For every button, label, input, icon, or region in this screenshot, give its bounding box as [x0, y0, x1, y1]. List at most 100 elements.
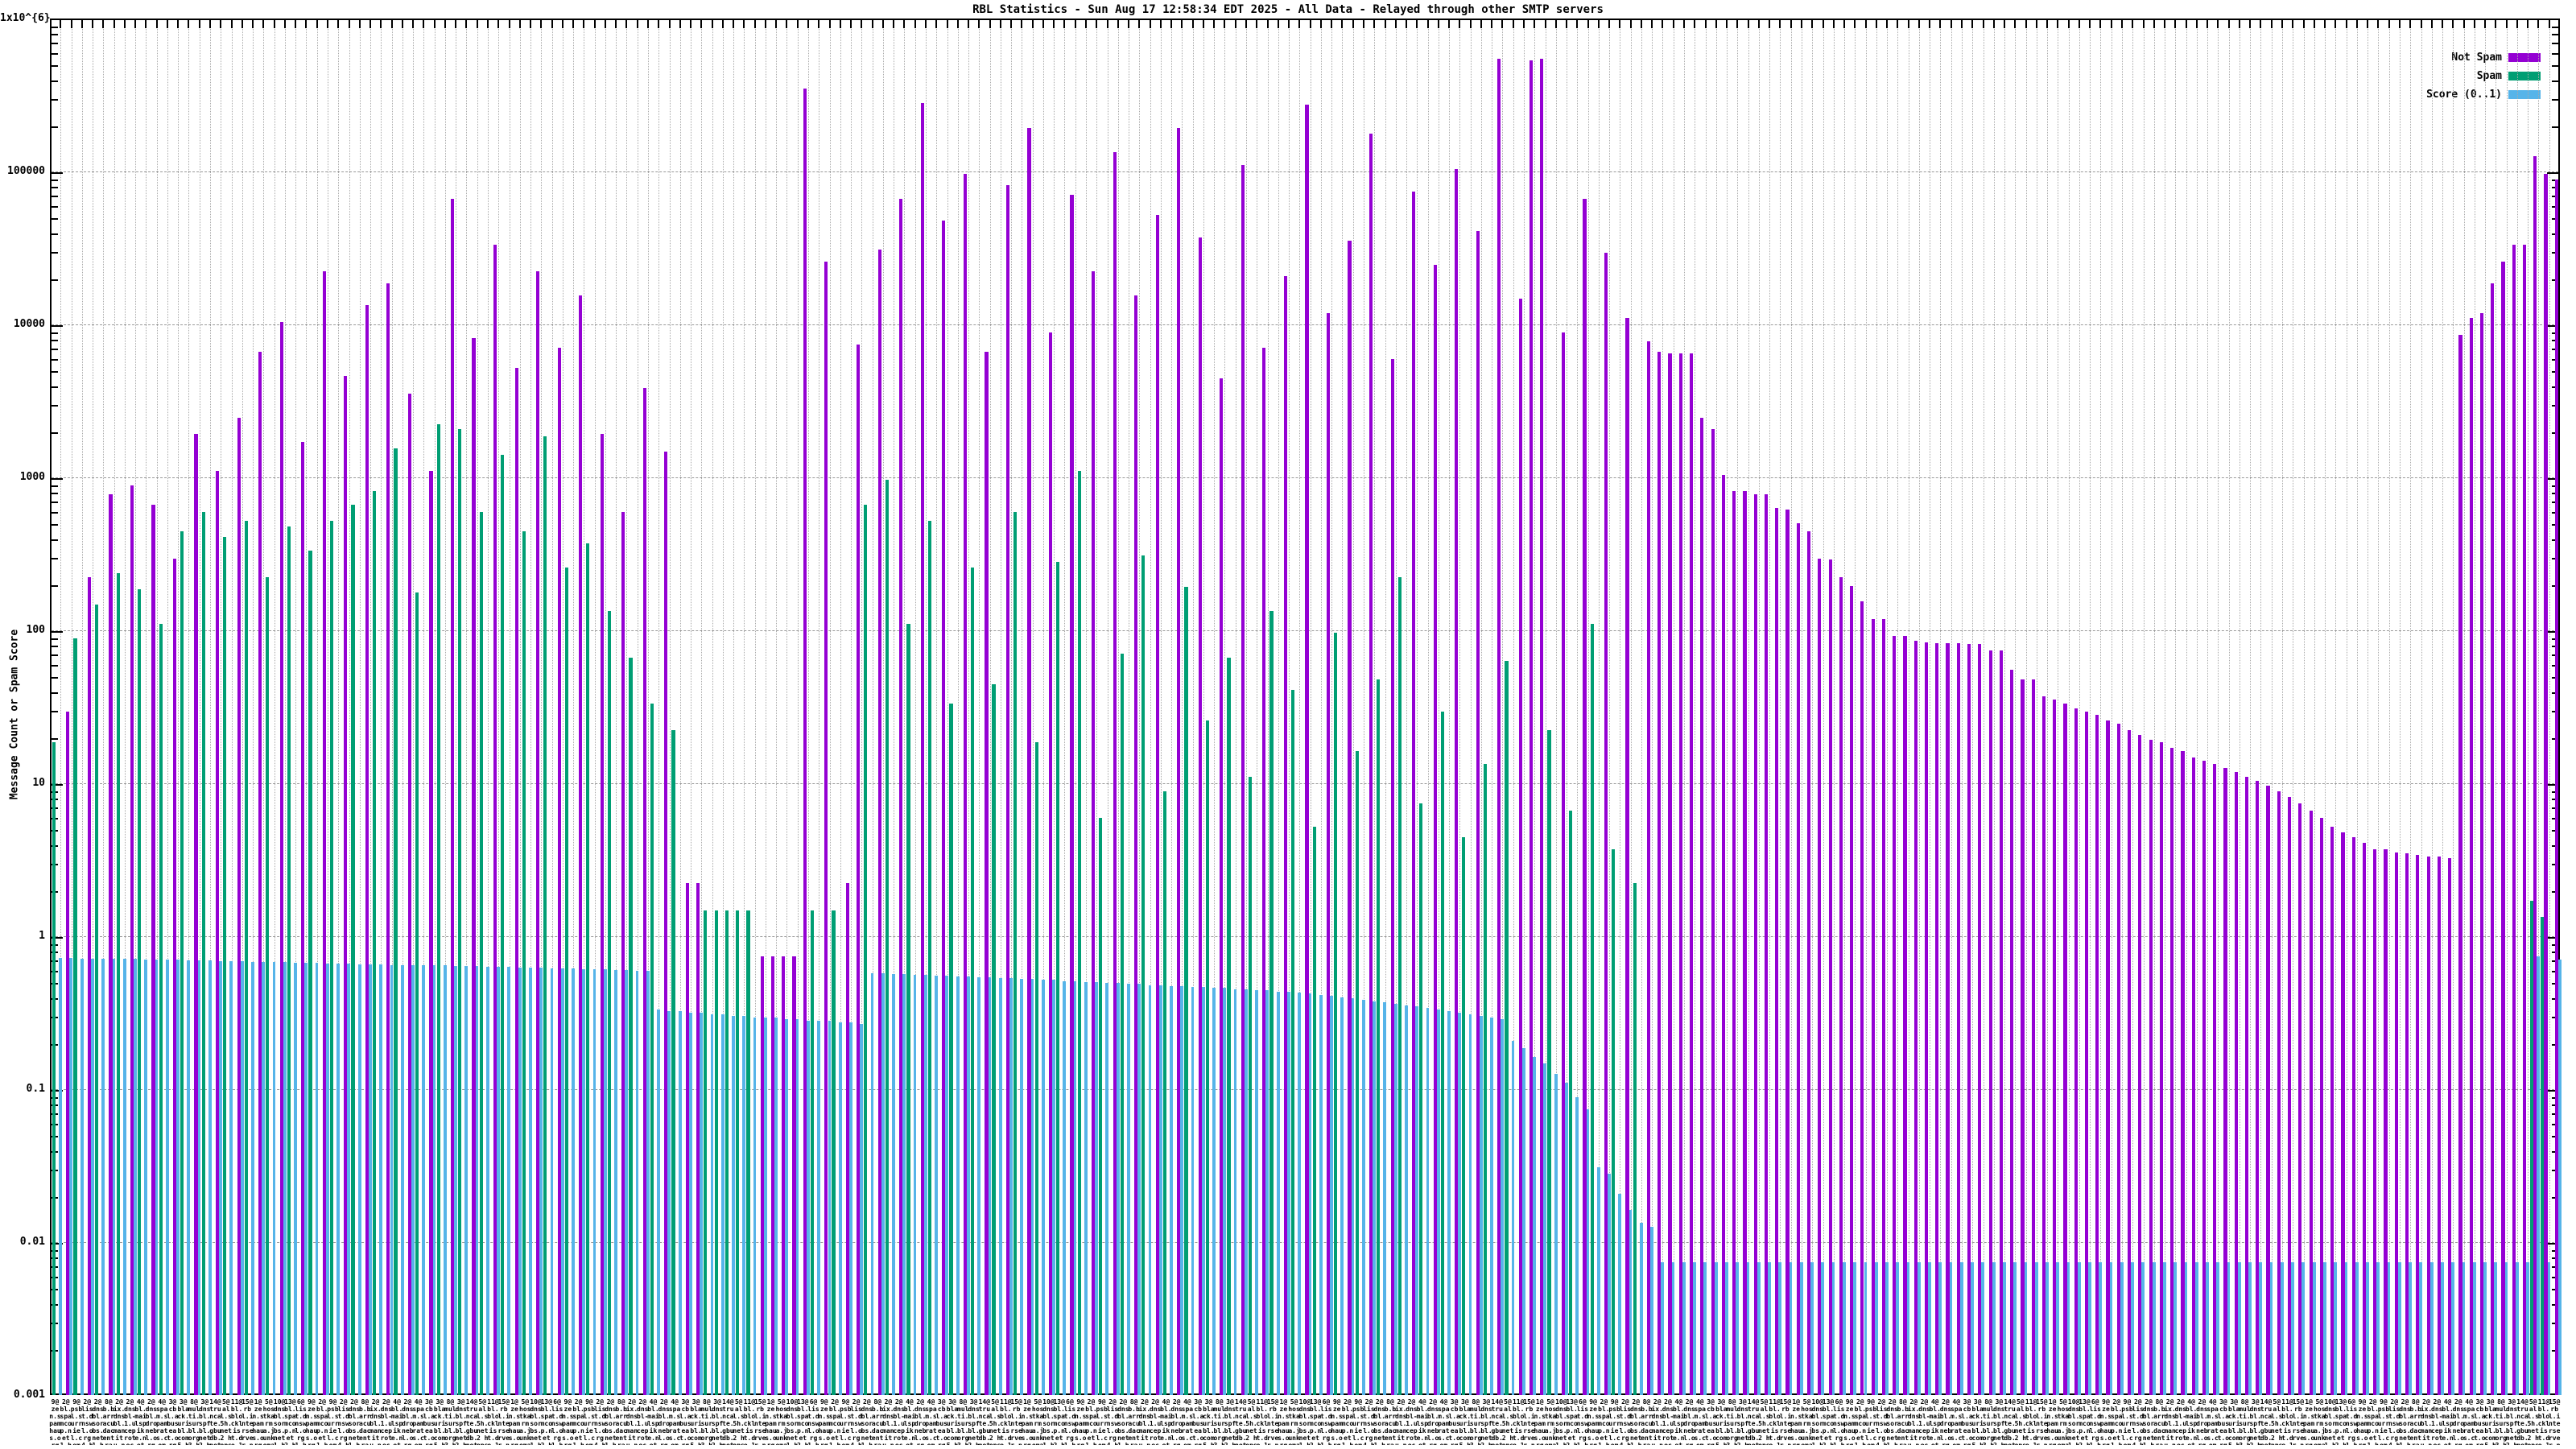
gridline-v	[1374, 20, 1376, 1393]
bar-spam	[1141, 555, 1146, 1395]
gridline-v	[2271, 20, 2273, 1393]
bar-notspam	[1220, 378, 1224, 1395]
x-tick-top	[903, 20, 906, 28]
gridline-v	[1897, 20, 1899, 1393]
x-tick-top	[721, 20, 724, 28]
bar-notspam	[2202, 761, 2207, 1395]
bar-notspam	[1860, 601, 1864, 1395]
bar-score	[112, 959, 116, 1395]
bar-notspam	[1646, 341, 1651, 1395]
bar-notspam	[1978, 644, 1982, 1395]
x-tick-top	[1096, 20, 1098, 28]
bar-notspam	[642, 387, 646, 1395]
bar-score	[1768, 1262, 1771, 1395]
x-tick-label: 2@ dnsbl.sorbs.net 1 hop	[2142, 1398, 2155, 1445]
x-tick-label: 13@ bl.spamcop.net 2 hops	[1053, 1398, 1065, 1445]
bar-score	[753, 1017, 757, 1395]
bar-score	[507, 967, 511, 1395]
bar-notspam	[2084, 711, 2089, 1395]
y-tick-minor-left	[52, 233, 58, 235]
bar-notspam	[2256, 781, 2260, 1395]
gridline-v	[925, 20, 927, 1393]
x-tick-top	[935, 20, 938, 28]
bar-score	[1511, 1041, 1515, 1395]
bar-notspam	[2448, 857, 2452, 1395]
gridline-v	[2122, 20, 2123, 1393]
bar-score	[849, 1022, 852, 1395]
bar-spam	[138, 589, 142, 1395]
x-tick-label: 2@ ix.dnsbl.manitu.net 1 hop	[2164, 1398, 2176, 1445]
bar-spam	[1034, 742, 1038, 1395]
bar-notspam	[985, 351, 989, 1395]
x-tick-label: 5@ all.s5h.net 2 hops	[2014, 1398, 2027, 1445]
bar-score	[1565, 1082, 1568, 1395]
x-tick-top	[1117, 20, 1119, 28]
gridline-v	[1011, 20, 1013, 1393]
x-tick-label: 5@ hostkarma.junkemailfilter.com 2 hops	[2057, 1398, 2070, 1445]
x-tick-top	[818, 20, 820, 28]
bar-notspam	[2138, 735, 2142, 1395]
gridline-v	[1769, 20, 1771, 1393]
x-tick-top	[1277, 20, 1279, 28]
bar-score	[1928, 1262, 1931, 1395]
bar-score	[134, 959, 137, 1395]
gridline-v	[1993, 20, 1995, 1393]
gridline-v	[2260, 20, 2262, 1393]
x-tick-top	[711, 20, 713, 28]
x-tick-label: 4@ spam.spamrats.com 1 hop	[155, 1398, 168, 1445]
bar-score	[2440, 1262, 2444, 1395]
bar-spam	[1077, 470, 1081, 1395]
x-tick-label: 9@ zen.spamhaus.org 2 hops	[49, 1398, 61, 1445]
x-tick-top	[518, 20, 521, 28]
x-tick-label: 15@ rbl.interserver.net 3 hops	[2292, 1398, 2305, 1445]
x-tick-top	[1288, 20, 1290, 28]
bar-notspam	[2394, 852, 2398, 1395]
x-tick-top	[2174, 20, 2177, 28]
y-tick-minor-right	[2552, 53, 2558, 56]
x-tick-top	[1501, 20, 1504, 28]
bar-notspam	[301, 442, 305, 1395]
bar-score	[2472, 1262, 2476, 1395]
x-tick-label: 8@ multi.surbl.org 3 hops	[700, 1398, 713, 1445]
x-tick-top	[1362, 20, 1364, 28]
x-tick-label: 14@ truncate.gbudb.net 1 hop	[209, 1398, 221, 1445]
x-tick-label: 4@ bl.mailspike.net 3 hops	[647, 1398, 659, 1445]
bar-notspam	[2116, 724, 2120, 1395]
bar-score	[838, 1022, 842, 1395]
bar-notspam	[493, 244, 497, 1395]
x-tick-top	[2164, 20, 2166, 28]
gridline-v	[1534, 20, 1536, 1393]
x-tick-top	[1373, 20, 1376, 28]
bar-score	[2291, 1262, 2295, 1395]
bar-notspam	[845, 883, 850, 1395]
bar-score	[2397, 1262, 2401, 1395]
gridline-v	[124, 20, 126, 1393]
x-tick-label: 2@ list.dnswl.org 4 hops	[850, 1398, 862, 1445]
x-tick-top	[796, 20, 799, 28]
x-tick-top	[2398, 20, 2401, 28]
bar-score	[219, 960, 223, 1395]
x-tick-label: 2@ dnsbl.sorbs.net 1 hop	[861, 1398, 873, 1445]
y-tick-minor-left	[52, 691, 58, 694]
bar-score	[80, 958, 84, 1395]
x-tick-label: 2@ bl.spamcop.net 1 hop	[60, 1398, 72, 1445]
x-tick-label: 13@ bl.spamcop.net 2 hops	[1309, 1398, 1322, 1445]
bar-score	[1896, 1262, 1900, 1395]
x-tick-top	[2345, 20, 2347, 28]
gridline-v	[402, 20, 403, 1393]
bar-score	[368, 964, 372, 1395]
x-tick-label: 2@ dnsbl-1.uceprotect.net 2 hops	[1662, 1398, 1674, 1445]
gridline-v	[914, 20, 916, 1393]
bar-spam	[458, 429, 462, 1395]
x-tick-top	[1256, 20, 1258, 28]
gridline-v	[60, 20, 62, 1393]
x-tick-label: 10@ dnsbl.sorbs.net 1 hop	[273, 1398, 286, 1445]
x-tick-label: 2@ dnsbl-1.uceprotect.net 2 hops	[2431, 1398, 2443, 1445]
x-tick-top	[636, 20, 638, 28]
x-tick-label: 2@ dnsbl-1.uceprotect.net 2 hops	[2174, 1398, 2187, 1445]
gridline-h	[52, 1089, 2558, 1090]
bar-score	[1458, 1012, 1462, 1395]
x-tick-top	[2430, 20, 2433, 28]
x-tick-label: 5@ all.s5h.net 2 hops	[220, 1398, 232, 1445]
x-tick-top	[1534, 20, 1536, 28]
